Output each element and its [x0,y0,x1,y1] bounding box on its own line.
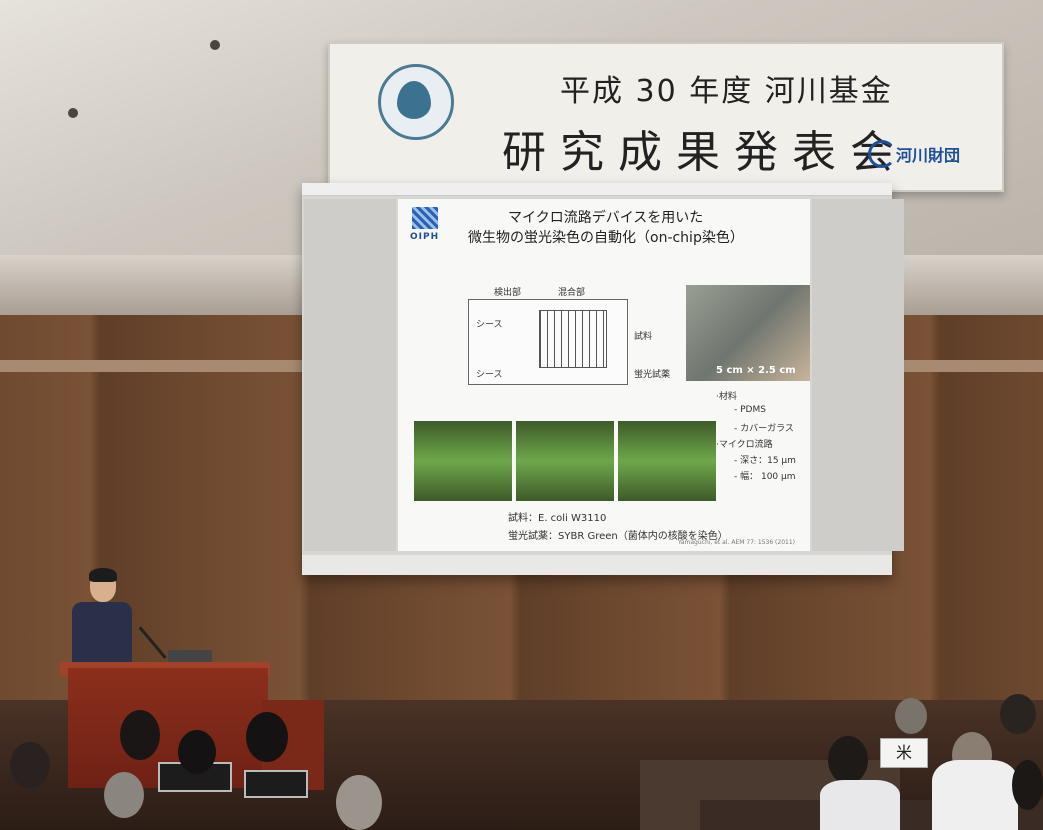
channel-width: - 幅： 100 µm [734,472,796,482]
slide-footer-reagent: 蛍光試薬：SYBR Green（菌体内の核酸を染色） [508,531,728,542]
channel-depth: - 深さ：15 µm [734,456,796,466]
audience-head [10,742,50,788]
audience-head [1000,694,1036,734]
label-sheath-2: シース [476,370,503,380]
chip-photo [686,285,810,381]
screen-side-right [812,199,904,551]
micrograph-3 [618,421,716,501]
audience-head [104,772,144,818]
banner-org: 河川財団 [896,146,961,165]
audience-head [828,736,868,784]
desk-name-sign: 米 [880,738,928,768]
org-logo-icon [868,140,896,168]
slide-title-line-2: 微生物の蛍光染色の自動化（on-chip染色） [468,230,744,246]
label-sample: 試料 [634,332,653,342]
slide-title-line-1: マイクロ流路デバイスを用いた [508,210,704,226]
label-reagent: 蛍光試薬 [634,370,671,380]
audience-head [246,712,288,762]
window-statusbar [302,555,892,575]
oiph-logo-icon [412,207,438,229]
audience-laptop [244,770,308,798]
micrograph-2 [516,421,614,501]
foundation-seal-icon [378,64,454,140]
audience-body [932,760,1018,830]
chip-diagram [468,299,628,385]
audience-head [1012,760,1043,810]
presentation-slide: OIPH マイクロ流路デバイスを用いた 微生物の蛍光染色の自動化（on-chip… [398,199,810,551]
window-titlebar [302,183,892,196]
banner-line-2: 研究成果発表会 [502,127,908,178]
label-sheath-1: シース [476,320,503,330]
materials-heading: ·材料 [716,392,737,402]
micrograph-1 [414,421,512,501]
ceiling-light [210,40,220,50]
audience-head [895,698,927,734]
channel-heading: ·マイクロ流路 [716,440,773,450]
slide-footer-sample: 試料：E. coli W3110 [508,513,607,524]
chip-size-label: 5 cm × 2.5 cm [716,365,796,376]
audience-head [178,730,216,774]
audience-body [820,780,900,830]
slide-citation: Yamaguchi, et al. AEM 77: 1536 (2011) [678,539,796,546]
material-pdms: - PDMS [734,405,766,415]
slide-logo-text: OIPH [410,232,440,242]
screen-side-left [304,199,396,551]
material-glass: - カバーガラス [734,424,794,434]
label-mix: 混合部 [558,288,586,298]
banner-line-1: 平成 30 年度 河川基金 [560,74,893,109]
projection-screen: OIPH マイクロ流路デバイスを用いた 微生物の蛍光染色の自動化（on-chip… [302,183,904,575]
audience-head [336,775,382,830]
audience-head [120,710,160,760]
serpentine-channel [539,310,607,368]
ceiling-light [68,108,78,118]
event-banner: 平成 30 年度 河川基金 研究成果発表会 河川財団 [328,42,1004,192]
label-detect: 検出部 [494,288,522,298]
